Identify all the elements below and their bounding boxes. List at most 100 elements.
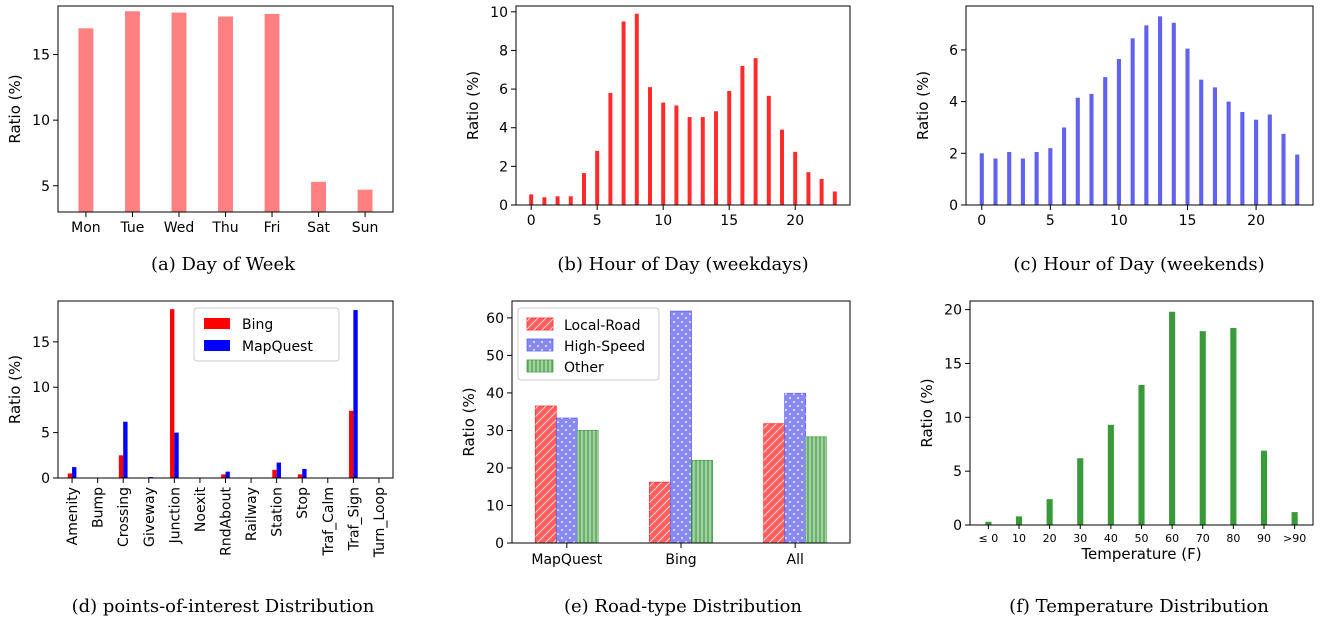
- bar: [793, 152, 797, 205]
- bar: [1047, 499, 1053, 525]
- x-tick-label: Station: [270, 487, 286, 537]
- bar: [1076, 98, 1080, 205]
- x-tick-label: ≤ 0: [979, 532, 999, 545]
- bar: [1169, 312, 1175, 525]
- x-tick-label: 20: [1043, 532, 1057, 545]
- bar-bing: [170, 309, 174, 478]
- y-tick-label: 10: [944, 410, 962, 426]
- bar: [311, 182, 326, 212]
- bar-pattern: [671, 311, 692, 543]
- plot-frame: [516, 6, 850, 205]
- y-tick-label: 10: [486, 498, 504, 514]
- legend: Local-RoadHigh-SpeedOther: [518, 308, 659, 380]
- bar: [674, 106, 678, 206]
- x-tick-label: Sun: [352, 220, 379, 236]
- x-tick-label: RndAbout: [219, 487, 235, 556]
- y-axis-label: Ratio (%): [6, 74, 24, 143]
- bar: [1185, 49, 1189, 205]
- x-tick-label: 20: [1247, 213, 1265, 229]
- bar: [1062, 127, 1066, 205]
- y-tick-label: 0: [495, 536, 504, 552]
- bar: [1213, 87, 1217, 205]
- bar: [172, 13, 187, 212]
- plot-frame: [966, 6, 1313, 205]
- bar: [688, 117, 692, 205]
- y-tick-label: 20: [944, 303, 962, 319]
- bar: [635, 14, 639, 205]
- y-tick-label: 30: [486, 423, 504, 439]
- bar: [1077, 458, 1083, 525]
- bar-mapquest: [226, 472, 230, 478]
- bar: [754, 58, 758, 205]
- bar: [767, 96, 771, 205]
- bar: [1295, 155, 1299, 205]
- bar: [358, 190, 373, 212]
- bar: [622, 21, 626, 205]
- x-tick-label: 50: [1135, 532, 1149, 545]
- bar: [608, 93, 612, 205]
- bar-pattern: [806, 437, 827, 543]
- bar: [1089, 94, 1093, 205]
- x-tick-label: 10: [1012, 532, 1026, 545]
- bar: [1048, 148, 1052, 205]
- chart-day-of-week: 5 10 15 Ratio (%) (a) Day of Week Mon Tue Wed Th…: [6, 6, 393, 275]
- x-tick-label: Traf_Calm: [321, 487, 337, 557]
- y-tick-label: 0: [499, 198, 508, 214]
- bar: [125, 11, 140, 212]
- y-tick-label: 10: [490, 5, 508, 21]
- x-tick-label: 15: [720, 213, 738, 229]
- y-tick-label: 4: [499, 121, 508, 137]
- bar: [556, 196, 560, 205]
- bar: [1172, 23, 1176, 205]
- bar: [542, 197, 546, 205]
- chart-road-type-distribution: 0102030405060Ratio (%)(e) Road-type Dist…: [460, 301, 850, 617]
- x-tick-label: Tue: [119, 220, 144, 236]
- y-tick-label: 0: [41, 471, 50, 487]
- bar-bing: [68, 473, 72, 478]
- x-tick-label: MapQuest: [531, 552, 602, 568]
- bar-mapquest: [72, 467, 76, 478]
- bar-mapquest: [277, 463, 281, 478]
- y-tick-label: 10: [32, 113, 50, 129]
- y-tick-label: 8: [499, 43, 508, 59]
- y-tick-label: 15: [944, 356, 962, 372]
- bar: [648, 87, 652, 205]
- x-tick-label: 60: [1165, 532, 1179, 545]
- x-tick-label: 40: [1104, 532, 1118, 545]
- x-tick-label: Bump: [91, 487, 107, 528]
- chart-temperature-distribution: 0 5 10 15 20 Ratio (%) (f) Temperature Distrib…: [918, 301, 1313, 617]
- bar: [1117, 59, 1121, 205]
- y-tick-label: 60: [486, 311, 504, 327]
- bar: [714, 111, 718, 205]
- bar: [1268, 115, 1272, 205]
- x-tick-label: Mon: [71, 220, 101, 236]
- x-tick-label: 70: [1196, 532, 1210, 545]
- legend-swatch: [204, 340, 230, 351]
- x-tick-label: >90: [1283, 532, 1306, 545]
- bar-bing: [272, 470, 276, 478]
- bar-mapquest: [353, 310, 357, 478]
- bar: [980, 153, 984, 205]
- bar: [1292, 512, 1298, 525]
- x-tick-label: Wed: [164, 220, 195, 236]
- x-tick-label: Turn_Loop: [372, 487, 388, 558]
- bar: [1227, 102, 1231, 205]
- bar: [701, 117, 705, 205]
- bar: [1281, 134, 1285, 205]
- x-tick-label: 5: [593, 213, 602, 229]
- chart-poi-distribution: 0 5 10 15 Ratio (%) (d) points-of-interest Di…: [6, 301, 393, 617]
- x-tick-label: 80: [1226, 532, 1240, 545]
- bar: [806, 172, 810, 205]
- bar: [740, 66, 744, 205]
- bar-pattern: [577, 430, 598, 543]
- y-tick-label: 10: [32, 380, 50, 396]
- y-tick-label: 0: [953, 518, 962, 534]
- chart-caption: (d) points-of-interest Distribution: [72, 596, 375, 617]
- bar: [1200, 331, 1206, 525]
- x-tick-label: Junction: [167, 487, 183, 544]
- legend-swatch: [204, 318, 230, 329]
- x-tick-label: Bing: [665, 552, 696, 568]
- y-axis-label: Ratio (%): [460, 387, 478, 456]
- y-tick-label: 4: [949, 95, 958, 111]
